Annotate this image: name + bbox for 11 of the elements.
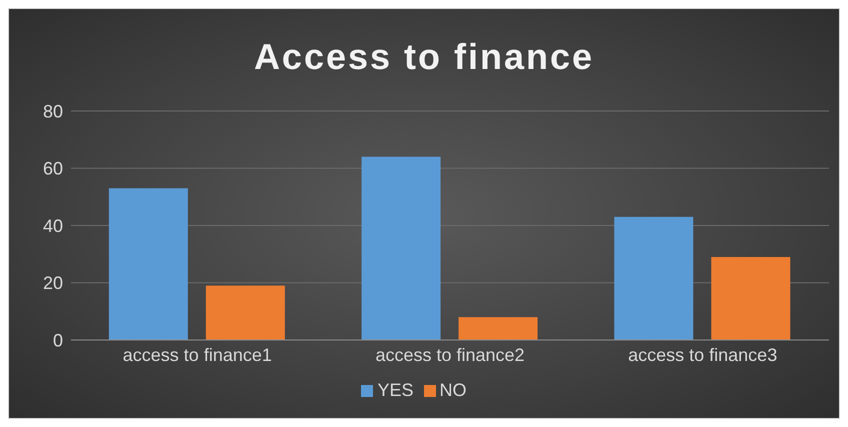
x-tick-label: access to finance2	[375, 344, 525, 365]
x-tick-label: access to finance3	[628, 344, 778, 365]
chart-title: Access to finance	[252, 35, 596, 77]
legend-label: YES	[377, 380, 414, 400]
legend-label: NO	[440, 380, 467, 400]
y-tick-label: 20	[42, 273, 63, 294]
y-tick-label: 60	[42, 158, 63, 179]
y-tick-label: 80	[42, 101, 63, 122]
y-tick-label: 0	[52, 330, 63, 350]
y-tick-label: 40	[42, 216, 63, 236]
x-tick-label: access to finance1	[122, 344, 272, 365]
